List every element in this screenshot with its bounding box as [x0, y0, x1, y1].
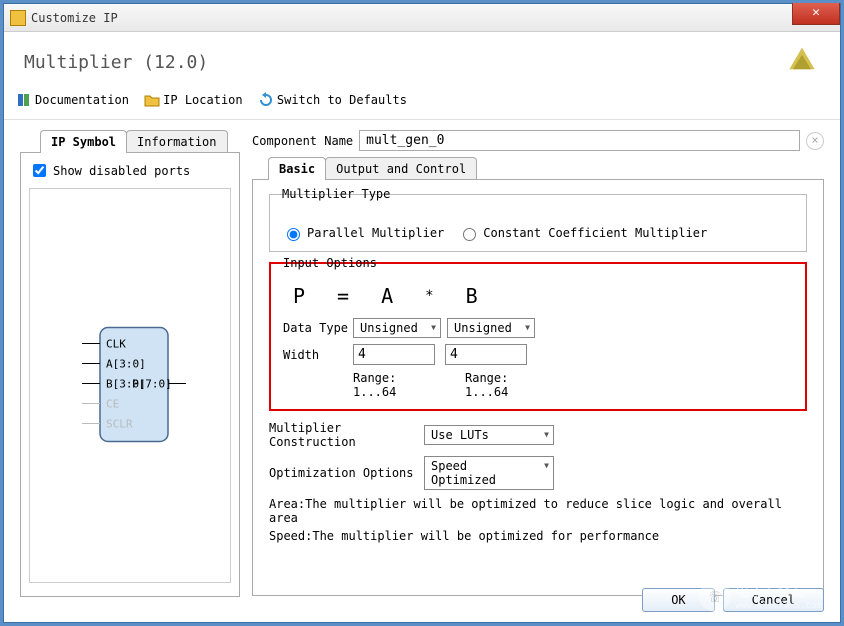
main-area: IP Symbol Information Show disabled port… — [4, 120, 840, 600]
data-type-row: Data Type Unsigned Unsigned — [283, 318, 793, 338]
left-tabs: IP Symbol Information — [40, 130, 240, 153]
switch-defaults-label: Switch to Defaults — [277, 93, 407, 107]
port-a: A[3:0] — [106, 357, 146, 370]
show-disabled-row[interactable]: Show disabled ports — [29, 161, 231, 180]
multiplier-type-fieldset: Multiplier Type Parallel Multiplier Cons… — [269, 194, 807, 252]
eq-star: * — [425, 288, 433, 304]
documentation-link[interactable]: Documentation — [16, 92, 129, 108]
input-options-fieldset: Input Options P = A * B Data Type Unsign… — [269, 262, 807, 411]
equation: P = A * B — [293, 284, 793, 308]
radio-parallel[interactable]: Parallel Multiplier — [282, 225, 444, 241]
ip-location-link[interactable]: IP Location — [144, 92, 242, 108]
left-panel: IP Symbol Information Show disabled port… — [20, 130, 240, 590]
component-name-input[interactable] — [359, 130, 800, 151]
basic-panel: Multiplier Type Parallel Multiplier Cons… — [252, 179, 824, 596]
header: Multiplier (12.0) — [4, 32, 840, 88]
window: Customize IP ✕ Multiplier (12.0) Documen… — [3, 3, 841, 623]
range-b: Range: 1...64 — [465, 371, 557, 399]
close-button[interactable]: ✕ — [792, 3, 840, 25]
radio-parallel-input[interactable] — [287, 228, 300, 241]
book-icon — [16, 92, 32, 108]
optimization-select[interactable]: Speed Optimized — [424, 456, 554, 490]
width-row: Width — [283, 344, 793, 365]
port-clk: CLK — [106, 337, 126, 350]
data-type-b-select[interactable]: Unsigned — [447, 318, 535, 338]
speed-note: Speed:The multiplier will be optimized f… — [269, 529, 807, 543]
radio-parallel-label: Parallel Multiplier — [307, 226, 444, 240]
construction-row: Multiplier Construction Use LUTs — [269, 421, 807, 449]
clear-icon[interactable]: × — [806, 132, 824, 150]
ok-button[interactable]: OK — [642, 588, 714, 612]
window-title: Customize IP — [31, 11, 118, 25]
app-icon — [10, 10, 26, 26]
range-row: Range: 1...64 Range: 1...64 — [353, 371, 793, 399]
port-ce: CE — [106, 397, 119, 410]
vendor-logo — [784, 44, 820, 80]
radio-constant[interactable]: Constant Coefficient Multiplier — [458, 225, 707, 241]
switch-defaults-link[interactable]: Switch to Defaults — [258, 92, 407, 108]
width-a-input[interactable] — [353, 344, 435, 365]
optimization-row: Optimization Options Speed Optimized — [269, 456, 807, 490]
radio-constant-input[interactable] — [463, 228, 476, 241]
button-bar: OK Cancel — [642, 588, 824, 612]
show-disabled-checkbox[interactable] — [33, 164, 46, 177]
width-b-input[interactable] — [445, 344, 527, 365]
construction-label: Multiplier Construction — [269, 421, 424, 449]
area-note: Area:The multiplier will be optimized to… — [269, 497, 807, 525]
eq-a: A — [381, 284, 393, 308]
radio-constant-label: Constant Coefficient Multiplier — [483, 226, 707, 240]
show-disabled-label: Show disabled ports — [53, 164, 190, 178]
titlebar: Customize IP ✕ — [4, 4, 840, 32]
toolbar: Documentation IP Location Switch to Defa… — [4, 88, 840, 120]
eq-b: B — [466, 284, 478, 308]
tab-basic[interactable]: Basic — [268, 157, 326, 180]
ip-symbol-panel: Show disabled ports CLK A[3:0] B[3:0] CE… — [20, 152, 240, 597]
tab-ip-symbol[interactable]: IP Symbol — [40, 130, 127, 153]
data-type-label: Data Type — [283, 321, 353, 335]
right-tabs: Basic Output and Control — [268, 157, 824, 180]
construction-select[interactable]: Use LUTs — [424, 425, 554, 445]
documentation-label: Documentation — [35, 93, 129, 107]
eq-equals: = — [337, 284, 349, 308]
page-title: Multiplier (12.0) — [24, 52, 208, 73]
ip-location-label: IP Location — [163, 93, 242, 107]
eq-p: P — [293, 284, 305, 308]
port-p: P[7:0] — [132, 377, 172, 390]
folder-icon — [144, 92, 160, 108]
component-name-label: Component Name — [252, 134, 353, 148]
ip-diagram-box: CLK A[3:0] B[3:0] CE SCLR P[7:0] — [29, 188, 231, 583]
tab-output-control[interactable]: Output and Control — [325, 157, 477, 180]
component-name-row: Component Name × — [252, 130, 824, 151]
range-a: Range: 1...64 — [353, 371, 445, 399]
width-label: Width — [283, 348, 353, 362]
cancel-button[interactable]: Cancel — [723, 588, 824, 612]
port-sclr: SCLR — [106, 417, 133, 430]
refresh-icon — [258, 92, 274, 108]
data-type-a-select[interactable]: Unsigned — [353, 318, 441, 338]
right-panel: Component Name × Basic Output and Contro… — [252, 130, 824, 590]
ip-symbol: CLK A[3:0] B[3:0] CE SCLR P[7:0] — [60, 319, 200, 452]
tab-information[interactable]: Information — [126, 130, 227, 153]
optimization-label: Optimization Options — [269, 466, 424, 480]
